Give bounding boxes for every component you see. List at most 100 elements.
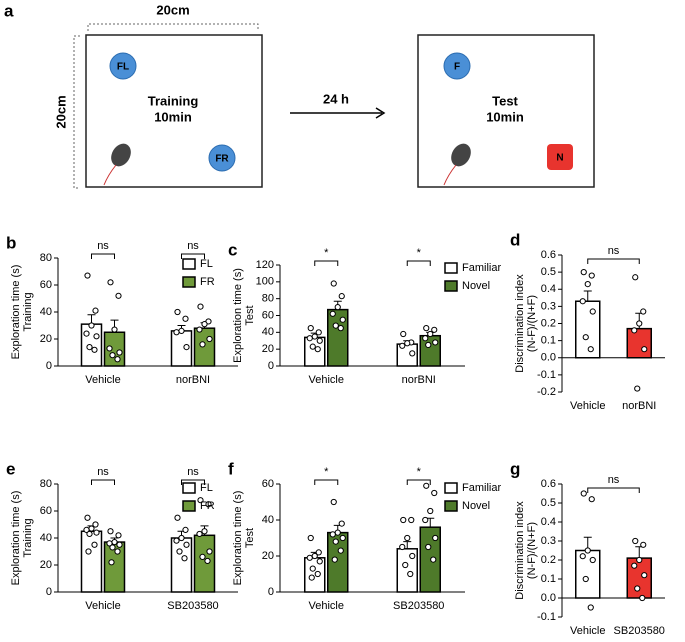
legend-swatch [182,500,196,512]
data-point [634,385,641,392]
phase-duration: 10min [154,109,192,124]
object-label: N [556,153,563,164]
bar [80,530,103,593]
data-point [399,543,406,551]
data-point [580,490,587,497]
data-point [407,570,414,578]
data-point [83,330,90,337]
y-tick-label: 60 [262,478,274,490]
data-point [639,594,646,602]
data-point [432,534,439,542]
data-point [115,532,122,539]
chart: b Exploration time (s) Training 0 20 40 60 80 Ve… [6,233,238,386]
y-axis-label: Exploration time (s) [232,491,244,586]
y-tick-label: 0.6 [541,249,556,261]
data-point [588,272,595,279]
data-point [338,293,345,300]
y-axis-label: Exploration time (s) [10,491,22,586]
data-point [92,307,99,314]
data-point [425,543,432,551]
data-point [400,516,407,524]
data-point [422,335,429,342]
significance-label: ns [187,240,199,252]
data-point [432,339,439,346]
data-point [632,537,639,545]
height-bracket [73,35,80,189]
data-point [334,529,341,536]
y-tick-label: 0.1 [541,335,556,347]
significance-bracket [181,479,205,485]
y-tick-label: 40 [40,532,52,544]
data-point [315,549,322,556]
data-point [178,534,185,542]
y-axis-label: (N-F)/(N+F) [526,522,538,579]
significance-bracket [314,479,339,485]
x-tick-label: SB203580 [393,600,444,612]
width-label: 20cm [156,2,189,17]
data-point [307,325,314,332]
data-point [430,556,437,563]
y-axis-label: Test [244,305,256,325]
data-point [204,557,211,565]
data-point [182,315,189,322]
legend-swatch [182,482,196,494]
y-tick-label: 0.3 [541,535,556,547]
data-point [116,541,123,548]
object-label: FR [215,154,229,165]
arrow-head [375,107,386,119]
data-point [423,325,430,332]
y-axis-label: Discrimination index [514,274,526,373]
significance-label: * [417,466,422,478]
y-tick-label: -0.1 [537,369,556,381]
data-point [634,585,641,592]
legend-label: FL [200,258,213,270]
data-point [111,538,118,546]
data-point [183,541,190,548]
chart: g Discrimination index (N-F)/(N+F) -0.1 0.0 0… [510,459,665,637]
data-point [309,343,316,350]
data-point [425,341,432,349]
object-label: FL [117,62,129,73]
phase-title: Test [492,93,518,108]
x-tick-label: Vehicle [570,625,605,637]
y-tick-label: 0.0 [541,352,556,364]
data-point [88,525,95,532]
data-point [109,352,116,359]
arena [417,34,595,188]
x-tick-label: Vehicle [85,374,120,386]
significance-label: ns [97,240,109,252]
data-point [636,320,643,327]
phase-title: Training [148,93,199,108]
data-point [641,346,648,353]
data-point [201,528,208,535]
data-point [114,548,121,555]
data-point [206,335,213,343]
error-bar [635,546,644,559]
y-axis-label: Test [244,528,256,548]
data-point [178,327,185,334]
width-bracket [87,23,259,31]
significance-label: ns [608,474,620,486]
data-point [85,548,92,555]
data-point [409,552,416,560]
data-point [338,520,345,527]
data-point [582,334,589,341]
significance-label: * [417,247,422,259]
y-tick-label: 120 [256,259,274,271]
x-tick-label: norBNI [402,374,436,386]
data-point [332,538,339,545]
significance-label: * [324,247,329,259]
data-point [587,604,594,611]
data-point [311,333,318,340]
data-point [84,272,91,279]
data-point [91,541,98,548]
significance-bracket [181,253,205,259]
data-point [308,574,315,581]
y-axis-label: Training [22,518,34,557]
data-point [580,269,587,276]
y-axis-label: Exploration time (s) [232,268,244,363]
data-point [399,342,406,349]
y-tick-label: 0.3 [541,300,556,312]
legend-swatch [444,500,458,512]
